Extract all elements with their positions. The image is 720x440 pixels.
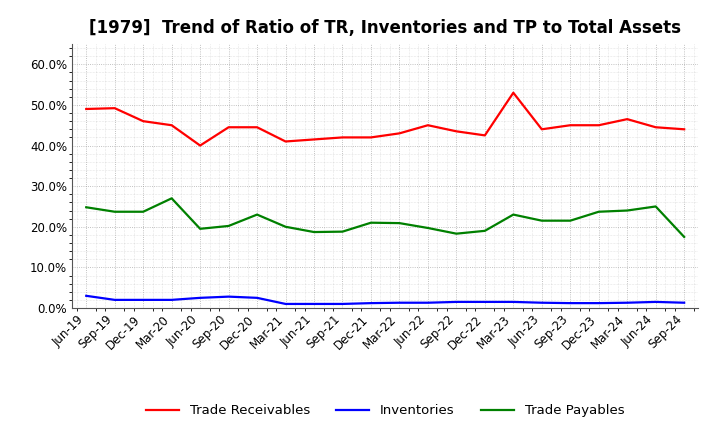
- Trade Receivables: [110, 106, 119, 111]
- Trade Receivables: [452, 128, 461, 134]
- Inventories: [366, 301, 375, 306]
- Line: Trade Payables: Trade Payables: [86, 198, 684, 237]
- Inventories: [225, 294, 233, 299]
- Trade Receivables: [537, 127, 546, 132]
- Inventories: [253, 295, 261, 301]
- Trade Payables: [509, 212, 518, 217]
- Trade Payables: [167, 196, 176, 201]
- Trade Receivables: [282, 139, 290, 144]
- Inventories: [167, 297, 176, 303]
- Line: Inventories: Inventories: [86, 296, 684, 304]
- Trade Receivables: [652, 125, 660, 130]
- Inventories: [452, 299, 461, 304]
- Trade Payables: [310, 229, 318, 235]
- Trade Receivables: [623, 117, 631, 122]
- Trade Payables: [680, 234, 688, 239]
- Trade Receivables: [566, 123, 575, 128]
- Trade Receivables: [480, 133, 489, 138]
- Trade Payables: [366, 220, 375, 225]
- Trade Payables: [537, 218, 546, 224]
- Trade Payables: [623, 208, 631, 213]
- Inventories: [395, 300, 404, 305]
- Trade Payables: [225, 224, 233, 229]
- Inventories: [537, 300, 546, 305]
- Trade Payables: [110, 209, 119, 214]
- Inventories: [338, 301, 347, 307]
- Trade Receivables: [139, 118, 148, 124]
- Trade Receivables: [595, 123, 603, 128]
- Trade Receivables: [423, 123, 432, 128]
- Trade Receivables: [310, 137, 318, 142]
- Inventories: [623, 300, 631, 305]
- Trade Payables: [282, 224, 290, 229]
- Inventories: [423, 300, 432, 305]
- Inventories: [139, 297, 148, 303]
- Trade Receivables: [395, 131, 404, 136]
- Trade Receivables: [509, 90, 518, 95]
- Trade Receivables: [338, 135, 347, 140]
- Trade Receivables: [680, 127, 688, 132]
- Trade Payables: [338, 229, 347, 234]
- Trade Payables: [395, 220, 404, 226]
- Trade Receivables: [253, 125, 261, 130]
- Trade Receivables: [196, 143, 204, 148]
- Trade Receivables: [225, 125, 233, 130]
- Trade Payables: [196, 226, 204, 231]
- Inventories: [566, 301, 575, 306]
- Trade Payables: [595, 209, 603, 214]
- Line: Trade Receivables: Trade Receivables: [86, 93, 684, 146]
- Trade Receivables: [82, 106, 91, 112]
- Trade Receivables: [167, 123, 176, 128]
- Trade Payables: [253, 212, 261, 217]
- Trade Payables: [480, 228, 489, 234]
- Trade Receivables: [366, 135, 375, 140]
- Trade Payables: [652, 204, 660, 209]
- Legend: Trade Receivables, Inventories, Trade Payables: Trade Receivables, Inventories, Trade Pa…: [141, 399, 629, 423]
- Trade Payables: [82, 205, 91, 210]
- Inventories: [310, 301, 318, 307]
- Trade Payables: [139, 209, 148, 214]
- Trade Payables: [423, 225, 432, 231]
- Inventories: [282, 301, 290, 307]
- Trade Payables: [452, 231, 461, 236]
- Inventories: [82, 293, 91, 298]
- Title: [1979]  Trend of Ratio of TR, Inventories and TP to Total Assets: [1979] Trend of Ratio of TR, Inventories…: [89, 19, 681, 37]
- Inventories: [480, 299, 489, 304]
- Inventories: [509, 299, 518, 304]
- Inventories: [110, 297, 119, 303]
- Trade Payables: [566, 218, 575, 224]
- Inventories: [652, 299, 660, 304]
- Inventories: [196, 295, 204, 301]
- Inventories: [680, 300, 688, 305]
- Inventories: [595, 301, 603, 306]
